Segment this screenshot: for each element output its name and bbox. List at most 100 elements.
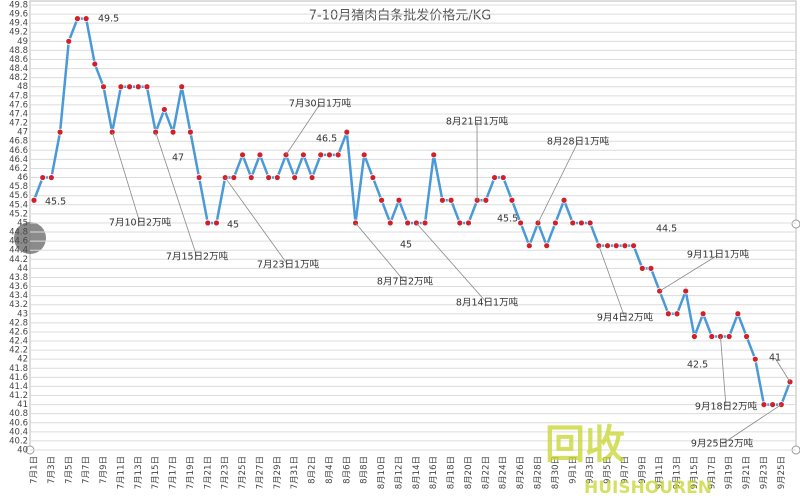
y-tick-label: 45.2 bbox=[9, 209, 28, 219]
y-tick-label: 44 bbox=[17, 264, 28, 274]
x-tick-label: 8月2日 bbox=[308, 456, 318, 484]
x-tick-label: 9月17日 bbox=[707, 456, 717, 489]
data-point bbox=[65, 37, 73, 45]
annotation: 45.5 bbox=[497, 214, 518, 225]
data-point bbox=[769, 401, 777, 408]
y-tick-label: 43.8 bbox=[9, 273, 28, 283]
data-point bbox=[708, 333, 716, 340]
y-tick-label: 48.4 bbox=[9, 64, 28, 74]
annotation: 9月25日2万吨 bbox=[691, 438, 754, 450]
annotation: 8月14日1万吨 bbox=[456, 297, 519, 309]
x-tick-label: 8月26日 bbox=[516, 456, 526, 489]
chart-title: 7-10月猪肉白条批发价格元/KG bbox=[309, 8, 491, 24]
x-tick-label: 9月13日 bbox=[673, 456, 683, 489]
annotation: 45.5 bbox=[45, 197, 66, 208]
y-tick-label: 40.6 bbox=[9, 418, 28, 428]
annotation: 49.5 bbox=[98, 14, 119, 25]
data-point bbox=[369, 174, 377, 181]
data-point bbox=[499, 174, 507, 181]
callout-line bbox=[774, 357, 791, 383]
data-point bbox=[256, 151, 264, 159]
data-point bbox=[465, 219, 472, 227]
annotation: 41 bbox=[769, 353, 781, 364]
x-tick-label: 7月31日 bbox=[290, 456, 300, 489]
data-point bbox=[204, 219, 212, 227]
x-tick-label: 7月1日 bbox=[30, 456, 40, 484]
data-point bbox=[612, 242, 620, 250]
data-point bbox=[621, 242, 629, 250]
data-point bbox=[30, 196, 38, 204]
data-point bbox=[734, 310, 742, 318]
y-tick-label: 49.6 bbox=[9, 10, 28, 20]
handle bbox=[791, 219, 800, 229]
data-point bbox=[517, 219, 525, 227]
x-tick-label: 8月24日 bbox=[499, 456, 509, 489]
x-tick-label: 7月3日 bbox=[47, 456, 57, 484]
y-tick-label: 49.8 bbox=[9, 1, 28, 11]
data-point bbox=[326, 151, 333, 159]
x-tick-label: 9月23日 bbox=[759, 456, 769, 489]
annotation: 7月15日2万吨 bbox=[166, 251, 229, 263]
y-tick-label: 49.2 bbox=[9, 28, 28, 38]
x-tick-label: 7月29日 bbox=[273, 456, 283, 489]
y-tick-label: 42 bbox=[17, 355, 28, 365]
y-tick-label: 46 bbox=[17, 173, 28, 183]
callout-line bbox=[155, 132, 198, 258]
nav-button[interactable] bbox=[14, 222, 46, 254]
x-tick-label: 7月15日 bbox=[151, 456, 161, 489]
x-tick-label: 9月7日 bbox=[620, 456, 630, 484]
annotation: 44.5 bbox=[656, 224, 677, 235]
x-tick-label: 8月22日 bbox=[481, 456, 491, 489]
data-point bbox=[491, 174, 498, 181]
annotation: 9月11日1万吨 bbox=[687, 249, 750, 261]
data-point bbox=[213, 219, 220, 227]
x-tick-label: 7月5日 bbox=[64, 456, 74, 484]
x-tick-label: 7月23日 bbox=[221, 456, 231, 489]
y-tick-label: 40 bbox=[17, 446, 28, 456]
y-tick-label: 49 bbox=[17, 37, 28, 47]
data-point bbox=[604, 242, 611, 250]
y-tick-label: 43.4 bbox=[9, 291, 28, 301]
y-tick-label: 47.6 bbox=[9, 100, 28, 110]
y-tick-label: 45 bbox=[17, 218, 28, 228]
callout-line bbox=[720, 336, 727, 408]
data-point bbox=[508, 196, 516, 204]
x-tick-label: 9月15日 bbox=[690, 456, 700, 489]
data-point bbox=[751, 355, 759, 363]
data-point bbox=[551, 219, 559, 227]
annotation: 42.5 bbox=[687, 360, 708, 371]
x-tick-label: 7月11日 bbox=[116, 456, 126, 489]
y-tick-label: 41.4 bbox=[9, 382, 28, 392]
x-tick-label: 9月5日 bbox=[603, 456, 613, 484]
x-tick-label: 9月1日 bbox=[568, 456, 578, 484]
data-point bbox=[230, 174, 238, 181]
y-tick-label: 41.8 bbox=[9, 364, 28, 374]
y-tick-label: 41.6 bbox=[9, 373, 28, 383]
annotation: 9月4日2万吨 bbox=[597, 312, 654, 324]
y-tick-label: 45.8 bbox=[9, 182, 28, 192]
data-point bbox=[39, 174, 47, 181]
data-point bbox=[343, 128, 351, 136]
x-tick-label: 8月28日 bbox=[534, 456, 544, 489]
data-point bbox=[117, 83, 125, 91]
callout-line bbox=[537, 141, 579, 224]
callout-line bbox=[224, 177, 289, 266]
annotation: 7月10日2万吨 bbox=[109, 217, 172, 229]
callout-line bbox=[598, 245, 626, 319]
data-point bbox=[578, 219, 585, 227]
data-point bbox=[247, 174, 255, 181]
data-point bbox=[143, 83, 151, 91]
x-tick-label: 9月19日 bbox=[725, 456, 735, 489]
x-tick-label: 8月10日 bbox=[377, 456, 387, 489]
y-tick-label: 48.8 bbox=[9, 46, 28, 56]
x-tick-label: 7月9日 bbox=[99, 456, 109, 484]
y-tick-label: 46.8 bbox=[9, 137, 28, 147]
x-tick-label: 9月9日 bbox=[638, 456, 648, 484]
data-point bbox=[760, 401, 768, 408]
callout-line bbox=[416, 222, 488, 304]
data-point bbox=[317, 151, 325, 159]
y-tick-label: 42.6 bbox=[9, 327, 28, 337]
x-tick-label: 8月4日 bbox=[325, 456, 335, 484]
data-point bbox=[291, 174, 299, 181]
